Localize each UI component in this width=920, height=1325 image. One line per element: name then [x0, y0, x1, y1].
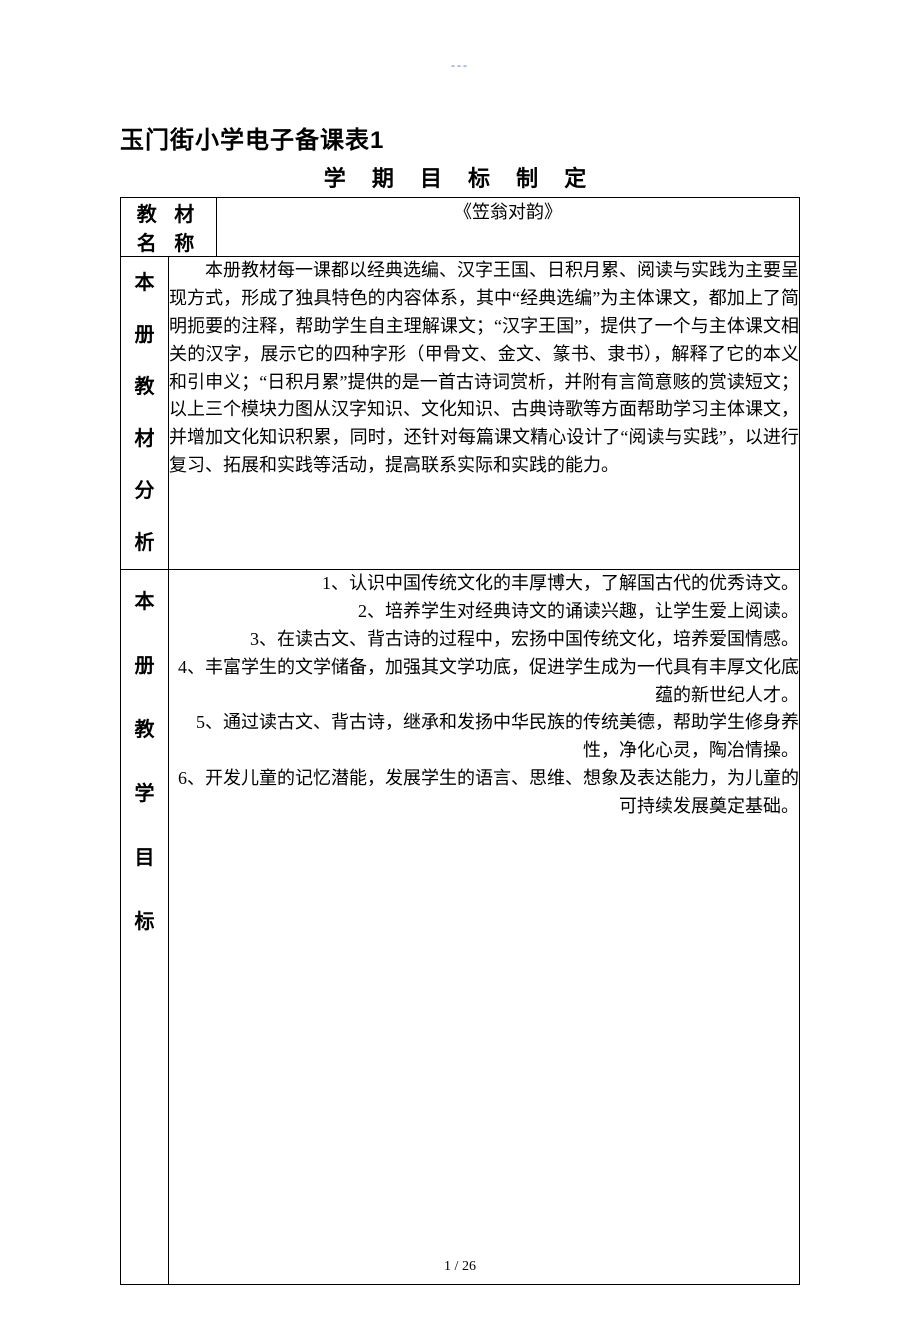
- footer-sep: /: [451, 1259, 462, 1274]
- label-char: 册: [121, 634, 168, 698]
- label-char: 标: [121, 890, 168, 954]
- label-char: 本: [121, 570, 168, 634]
- label-char: 学: [121, 762, 168, 826]
- title-number: 1: [370, 127, 383, 154]
- value-material-name: 《笠翁对韵》: [217, 198, 800, 257]
- page-footer: 1 / 26: [0, 1259, 920, 1275]
- page: --- 玉门街小学电子备课表1 学 期 目 标 制 定 教 材 名 称 《笠翁对…: [0, 0, 920, 1325]
- label-char: 析: [121, 517, 168, 569]
- label-material-name: 教 材 名 称: [121, 198, 217, 257]
- goal-item: 5、通过读古文、背古诗，继承和发扬中华民族的传统美德，帮助学生修身养性，净化心灵…: [169, 709, 799, 765]
- value-teaching-goals: 1、认识中国传统文化的丰厚博大，了解国古代的优秀诗文。 2、培养学生对经典诗文的…: [169, 570, 800, 1285]
- label-char: 教: [121, 361, 168, 413]
- row-teaching-goals: 本 册 教 学 目 标 1、认识中国传统文化的丰厚博大，了解国古代的优秀诗文。 …: [121, 570, 800, 1285]
- row-material-name: 教 材 名 称 《笠翁对韵》: [121, 198, 800, 257]
- goal-item: 4、丰富学生的文学储备，加强其文学功底，促进学生成为一代具有丰厚文化底蕴的新世纪…: [169, 654, 799, 710]
- goal-item: 3、在读古文、背古诗的过程中，宏扬中国传统文化，培养爱国情感。: [169, 626, 799, 654]
- label-char: 教: [121, 698, 168, 762]
- value-material-analysis: 本册教材每一课都以经典选编、汉字王国、日积月累、阅读与实践为主要呈现方式，形成了…: [169, 257, 800, 570]
- lesson-table: 教 材 名 称 《笠翁对韵》 本 册 教 材 分 析 本册教材每一课都以经典选编…: [120, 197, 800, 1285]
- label-char: 分: [121, 465, 168, 517]
- footer-total: 26: [462, 1259, 476, 1274]
- goal-item: 6、开发儿童的记忆潜能，发展学生的语言、思维、想象及表达能力，为儿童的可持续发展…: [169, 765, 799, 821]
- row-material-analysis: 本 册 教 材 分 析 本册教材每一课都以经典选编、汉字王国、日积月累、阅读与实…: [121, 257, 800, 570]
- spacer: [121, 954, 168, 1284]
- goal-item: 1、认识中国传统文化的丰厚博大，了解国古代的优秀诗文。: [169, 570, 799, 598]
- analysis-paragraph: 本册教材每一课都以经典选编、汉字王国、日积月累、阅读与实践为主要呈现方式，形成了…: [169, 257, 799, 480]
- title-line: 玉门街小学电子备课表1: [120, 120, 800, 155]
- label-char: 材: [121, 413, 168, 465]
- label-teaching-goals: 本 册 教 学 目 标: [121, 570, 169, 1285]
- label-char: 册: [121, 309, 168, 361]
- label-char: 本: [121, 257, 168, 309]
- subtitle: 学 期 目 标 制 定: [120, 161, 800, 193]
- footer-page: 1: [444, 1259, 451, 1274]
- label-char: 目: [121, 826, 168, 890]
- title-main: 玉门街小学电子备课表: [120, 127, 370, 154]
- label-material-analysis: 本 册 教 材 分 析: [121, 257, 169, 570]
- header-mark: ---: [451, 58, 469, 73]
- goal-item: 2、培养学生对经典诗文的诵读兴趣，让学生爱上阅读。: [169, 598, 799, 626]
